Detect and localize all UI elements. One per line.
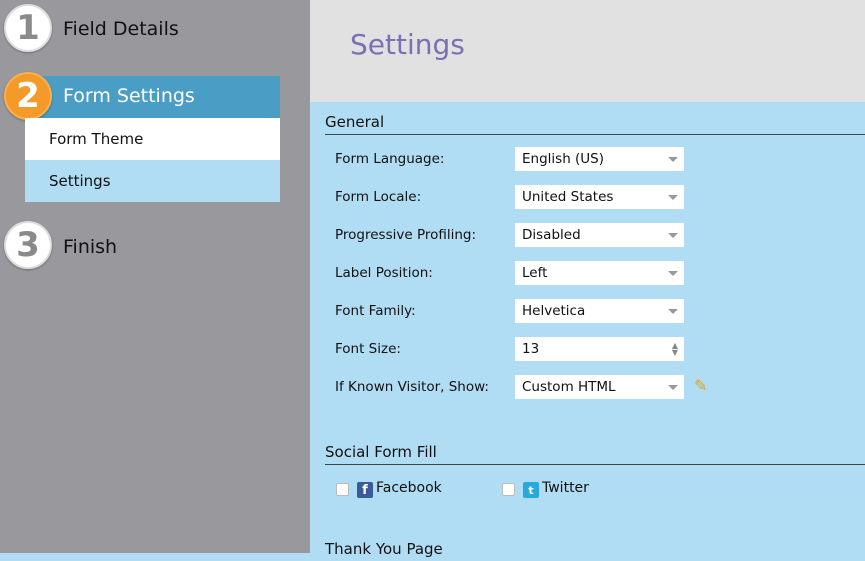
label-position-select[interactable]: Left — [515, 261, 684, 285]
font-size-label: Font Size: — [335, 341, 401, 357]
subitem-settings[interactable]: Settings — [25, 160, 280, 202]
font-size-stepper[interactable]: 13 ▲ ▼ — [515, 337, 684, 361]
chevron-down-icon — [668, 157, 678, 162]
progressive-profiling-select[interactable]: Disabled — [515, 223, 684, 247]
form-language-select[interactable]: English (US) — [515, 147, 684, 171]
form-locale-value: United States — [522, 189, 614, 205]
font-size-value: 13 — [522, 341, 540, 357]
page-title: Settings — [350, 28, 465, 61]
progressive-profiling-value: Disabled — [522, 227, 581, 243]
stepper-arrows-icon[interactable]: ▲ ▼ — [671, 341, 678, 357]
step-finish[interactable]: Finish — [63, 236, 118, 258]
section-general: General — [325, 113, 865, 135]
page-header: Settings — [310, 0, 865, 102]
twitter-label: Twitter — [542, 480, 589, 496]
section-thank-you-page: Thank You Page — [325, 540, 443, 558]
subitem-form-theme[interactable]: Form Theme — [25, 118, 280, 160]
chevron-down-icon — [668, 195, 678, 200]
step-2-badge: 2 — [4, 72, 52, 120]
step-form-settings-bar[interactable] — [25, 76, 280, 118]
wizard-sidebar: 1 Field Details 2 Form Settings Form The… — [0, 0, 310, 553]
step-1-badge: 1 — [4, 4, 52, 52]
facebook-icon: f — [357, 482, 373, 498]
pencil-edit-icon[interactable]: ✎ — [694, 376, 708, 395]
step-form-settings[interactable]: Form Settings — [63, 85, 195, 107]
font-family-select[interactable]: Helvetica — [515, 299, 684, 323]
twitter-checkbox[interactable] — [502, 483, 515, 496]
label-position-label: Label Position: — [335, 265, 433, 281]
known-visitor-value: Custom HTML — [522, 379, 616, 395]
form-locale-label: Form Locale: — [335, 189, 422, 205]
chevron-down-icon — [668, 233, 678, 238]
facebook-label: Facebook — [376, 480, 442, 496]
section-social-form-fill: Social Form Fill — [325, 443, 865, 465]
progressive-profiling-label: Progressive Profiling: — [335, 227, 477, 243]
known-visitor-select[interactable]: Custom HTML — [515, 375, 684, 399]
step-field-details[interactable]: Field Details — [63, 18, 179, 40]
twitter-icon: t — [523, 482, 539, 498]
chevron-down-icon — [668, 309, 678, 314]
font-family-label: Font Family: — [335, 303, 416, 319]
chevron-down-icon — [668, 385, 678, 390]
form-language-value: English (US) — [522, 151, 605, 167]
step-3-badge: 3 — [4, 221, 52, 269]
facebook-checkbox[interactable] — [336, 483, 349, 496]
form-language-label: Form Language: — [335, 151, 445, 167]
chevron-down-icon — [668, 271, 678, 276]
label-position-value: Left — [522, 265, 548, 281]
font-family-value: Helvetica — [522, 303, 586, 319]
form-locale-select[interactable]: United States — [515, 185, 684, 209]
known-visitor-label: If Known Visitor, Show: — [335, 379, 489, 395]
